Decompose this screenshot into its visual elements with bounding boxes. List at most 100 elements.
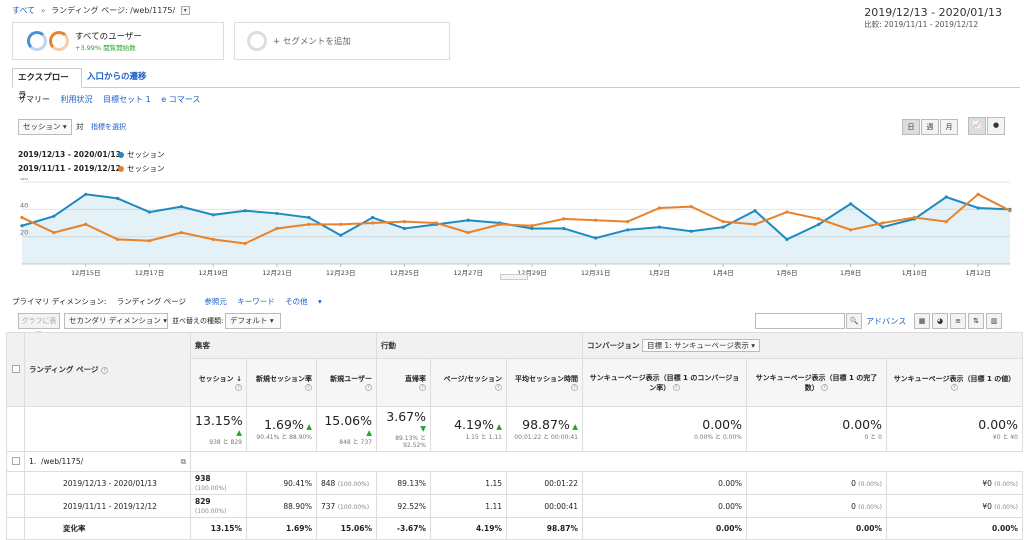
cell-new-users: 848 (100.00%) <box>316 471 377 495</box>
table-search-input[interactable] <box>755 313 845 329</box>
pie-view-icon[interactable]: ◕ <box>932 313 948 329</box>
performance-view-icon[interactable]: ≡ <box>950 313 966 329</box>
dimension-keyword-link[interactable]: キーワード <box>237 297 275 306</box>
subtab-summary[interactable]: サマリー <box>18 95 50 104</box>
x-tick-label: 12月29日 <box>517 269 547 277</box>
motion-chart-icon[interactable]: ● <box>987 117 1005 135</box>
data-point-current <box>20 224 24 228</box>
sort-type-select[interactable]: デフォルト ▾ <box>225 313 281 329</box>
secondary-dimension-select[interactable]: セカンダリ ディメンション ▾ <box>64 313 168 329</box>
subtab-ecommerce[interactable]: e コマース <box>161 95 201 104</box>
advanced-filter-link[interactable]: アドバンス <box>866 317 907 326</box>
group-acquisition: 集客 <box>190 332 377 359</box>
data-point-current <box>402 226 407 231</box>
data-point-compare <box>84 222 88 226</box>
data-point-current <box>116 196 120 200</box>
col-new-session-rate[interactable]: 新規セッション率? <box>246 358 317 407</box>
month-button[interactable]: 月 <box>940 119 958 135</box>
col-landing-page[interactable]: ランディング ページ ? <box>24 332 191 407</box>
table-view-icon[interactable]: ▦ <box>914 313 930 329</box>
col-new-users[interactable]: 新規ユーザー? <box>316 358 377 407</box>
legend-dot-icon <box>118 152 124 158</box>
plot-rows-button[interactable]: グラフに表示 <box>18 313 60 339</box>
cell-bounce-rate: 92.52% <box>376 494 431 518</box>
comparison-view-icon[interactable]: ⇅ <box>968 313 984 329</box>
row-landing-page[interactable]: 1. /web/1175/⧉ <box>24 451 191 472</box>
data-point-compare <box>147 239 152 243</box>
date-range-picker[interactable]: 2019/12/13 - 2020/01/13 比較: 2019/11/11 -… <box>864 6 1002 30</box>
data-point-compare <box>179 230 183 235</box>
table-row-current-period: 2019/12/13 - 2020/01/13 938 (100.00%) 90… <box>6 471 1023 495</box>
data-point-compare <box>562 217 566 221</box>
search-icon[interactable]: 🔍 <box>846 313 862 329</box>
goal-select[interactable]: 目標 1: サンキューページ表示 ▾ <box>641 339 761 352</box>
subtab-goal-set-1[interactable]: 目標セット 1 <box>103 95 151 104</box>
data-point-current <box>562 226 566 231</box>
data-point-current <box>689 229 693 233</box>
data-point-current <box>275 211 279 216</box>
week-button[interactable]: 週 <box>921 119 939 135</box>
total-pages-per-session: 4.19% ▲ 1.15 と 1.11 <box>430 406 507 452</box>
metric-select[interactable]: セッション ▾ <box>18 119 72 135</box>
sessions-line-chart[interactable]: 20 40 60 12月15日 12月17日 12月19日 12月21日 12月23日 12月2… <box>18 178 1020 280</box>
open-link-icon[interactable]: ⧉ <box>180 456 186 466</box>
add-segment-button[interactable]: + セグメントを追加 <box>234 22 450 60</box>
x-tick-label: 12月25日 <box>390 269 420 277</box>
primary-dimension-label: プライマリ ディメンション: ランディング ページ <box>12 297 186 306</box>
x-tick-label: 1月10日 <box>902 269 927 277</box>
data-point-current <box>976 206 980 210</box>
col-sessions[interactable]: セッション ↓? <box>190 358 247 407</box>
x-tick-label: 12月19日 <box>198 269 228 277</box>
col-goal1-value[interactable]: サンキューページ表示（目標 1 の値） ? <box>886 358 1023 407</box>
segment-all-users[interactable]: すべてのユーザー +3.99% 閲覧開始数 <box>12 22 224 60</box>
breadcrumb-all-link[interactable]: すべて <box>12 6 36 15</box>
report-tabs: エクスプローラ 入口からの遷移 <box>12 68 1020 101</box>
col-avg-session-duration[interactable]: 平均セッション時間? <box>506 358 583 407</box>
data-point-current <box>530 226 534 231</box>
data-point-current <box>657 225 662 229</box>
data-point-current <box>849 202 853 206</box>
col-pages-per-session[interactable]: ページ/セッション? <box>430 358 507 407</box>
segment-ring-compare-icon <box>49 31 69 51</box>
x-tick-label: 12月31日 <box>581 269 611 277</box>
col-goal1-conversion-rate[interactable]: サンキューページ表示（目標 1 のコンバージョン率） ? <box>582 358 747 407</box>
data-point-compare <box>307 222 311 226</box>
data-point-current <box>147 210 152 214</box>
tab-explorer[interactable]: エクスプローラ <box>12 68 82 101</box>
line-chart-icon[interactable]: 📈 <box>968 117 986 135</box>
x-tick-label: 12月15日 <box>71 269 101 277</box>
data-point-compare <box>243 241 247 246</box>
dimension-other-link[interactable]: その他 ▾ <box>285 297 322 306</box>
data-point-compare <box>912 215 916 220</box>
cell-bounce-rate: 89.13% <box>376 471 431 495</box>
legend-compare: 2019/11/11 - 2019/12/12: セッション <box>18 164 165 173</box>
cell-pages-per-session: 1.11 <box>430 494 507 518</box>
pivot-view-icon[interactable]: ▥ <box>986 313 1002 329</box>
x-tick-label: 1月6日 <box>776 269 797 277</box>
data-table: ランディング ページ ? 集客 行動 コンバージョン 目標 1: サンキューペー… <box>6 332 1023 540</box>
select-metric-link[interactable]: 指標を選択 <box>91 123 126 131</box>
subtab-usage[interactable]: 利用状況 <box>60 95 93 104</box>
x-tick-label: 12月27日 <box>453 269 483 277</box>
row-checkbox[interactable] <box>6 451 25 472</box>
total-avg-session-duration: 98.87% ▲ 00:01:22 と 00:00:41 <box>506 406 583 452</box>
tab-entrance-paths[interactable]: 入口からの遷移 <box>87 72 147 82</box>
data-point-compare <box>849 228 853 232</box>
data-point-compare <box>402 220 407 224</box>
legend-dot-icon <box>118 166 124 172</box>
group-behavior: 行動 <box>376 332 583 359</box>
dimension-source-link[interactable]: 参照元 <box>204 297 227 306</box>
data-point-compare <box>20 215 24 220</box>
cell-pages-per-session: 1.15 <box>430 471 507 495</box>
data-point-compare <box>116 237 120 241</box>
data-point-current <box>307 215 311 220</box>
select-all-checkbox[interactable] <box>6 332 25 407</box>
breadcrumb-dropdown-icon[interactable]: ▾ <box>180 6 190 15</box>
col-bounce-rate[interactable]: 直帰率? <box>376 358 431 407</box>
day-button[interactable]: 日 <box>902 119 920 135</box>
data-point-compare <box>339 222 343 226</box>
chart-resize-handle[interactable] <box>500 274 528 280</box>
col-goal1-completions[interactable]: サンキューページ表示（目標 1 の完了数） ? <box>746 358 887 407</box>
cell-new-session-rate: 90.41% <box>246 471 317 495</box>
cell-sessions: 938 (100.00%) <box>190 471 247 495</box>
